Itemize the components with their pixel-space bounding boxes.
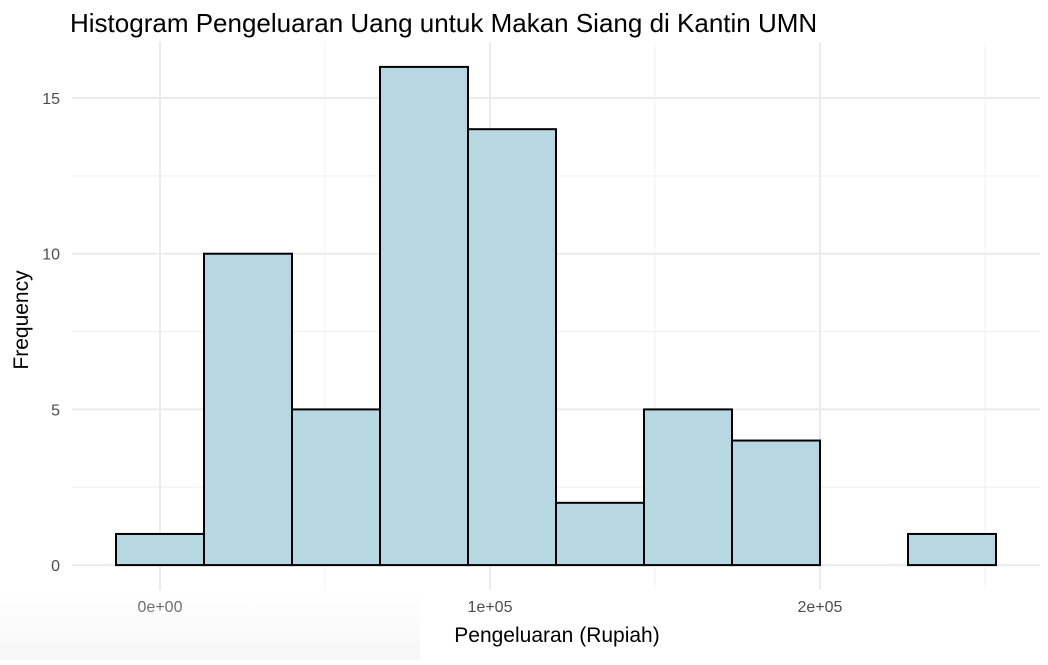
y-tick-label: 5 bbox=[51, 402, 60, 419]
y-tick-label: 15 bbox=[42, 91, 60, 108]
histogram-bar bbox=[292, 409, 380, 565]
x-axis-title: Pengeluaran (Rupiah) bbox=[454, 624, 659, 647]
histogram-bar bbox=[468, 129, 556, 565]
histogram-bar bbox=[556, 503, 644, 565]
chart-title: Histogram Pengeluaran Uang untuk Makan S… bbox=[70, 8, 817, 38]
bars-layer bbox=[116, 67, 996, 565]
histogram-bar bbox=[116, 534, 204, 565]
x-tick-label: 1e+05 bbox=[468, 599, 513, 616]
y-axis-title: Frequency bbox=[10, 270, 33, 370]
x-tick-label: 0e+00 bbox=[138, 599, 183, 616]
histogram-bar bbox=[732, 441, 820, 566]
y-tick-label: 0 bbox=[51, 558, 60, 575]
histogram-bar bbox=[644, 409, 732, 565]
x-tick-label: 2e+05 bbox=[798, 599, 843, 616]
histogram-bar bbox=[204, 254, 292, 565]
histogram-bar bbox=[908, 534, 996, 565]
y-tick-label: 10 bbox=[42, 247, 60, 264]
histogram-bar bbox=[380, 67, 468, 565]
